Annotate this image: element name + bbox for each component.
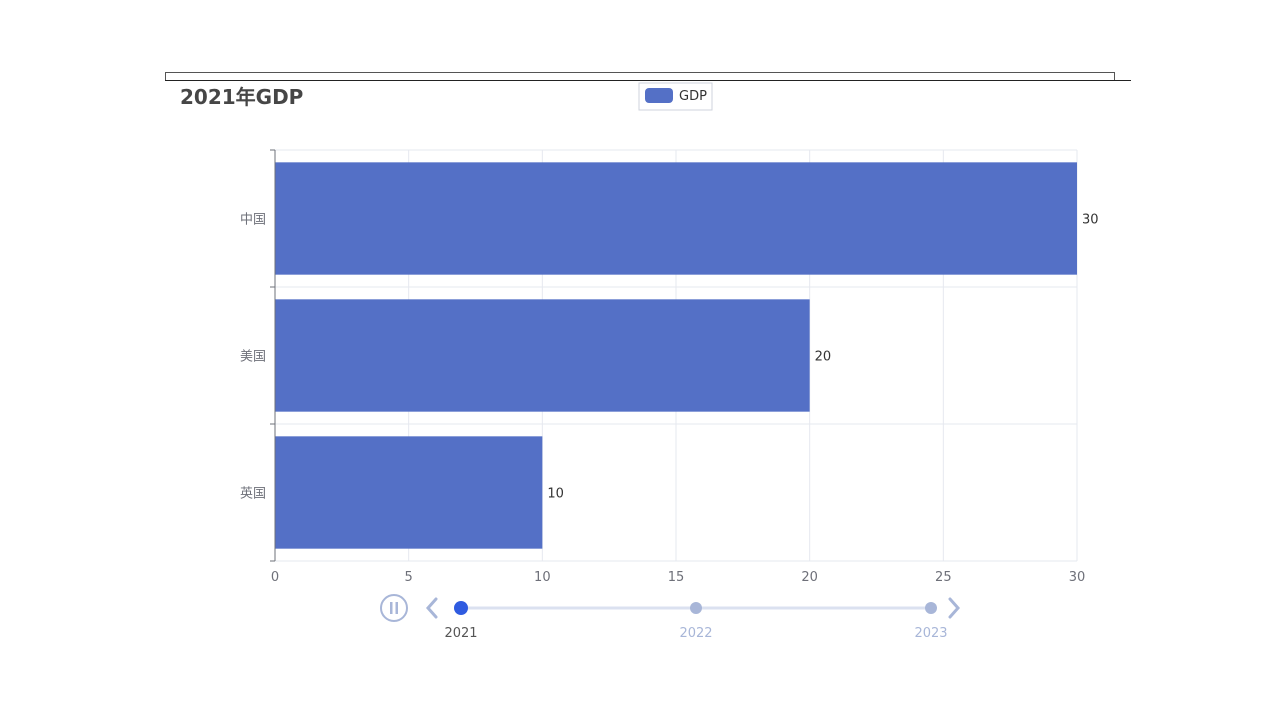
x-tick-label: 30	[1069, 570, 1086, 585]
bars	[275, 162, 1077, 549]
bar-2	[275, 436, 543, 549]
frame-top-box	[165, 72, 1115, 81]
x-tick-label: 0	[271, 570, 279, 585]
x-tick-label: 10	[534, 570, 551, 585]
timeline-label: 2023	[914, 626, 947, 641]
labels: 0 5 10 15 20 25 30 中国 30 美国 20 英国 10	[240, 213, 1099, 586]
x-tick-label: 5	[405, 570, 413, 585]
x-tick-label: 25	[935, 570, 952, 585]
data-label: 20	[815, 350, 832, 365]
category-label: 美国	[240, 350, 266, 365]
category-label: 英国	[240, 487, 266, 502]
bar-1	[275, 299, 810, 412]
chevron-left-icon[interactable]	[425, 597, 438, 619]
data-label: 30	[1082, 213, 1099, 228]
chevron-right-icon[interactable]	[948, 597, 961, 619]
chart-title: 2021年GDP	[180, 85, 303, 109]
pause-icon[interactable]	[380, 594, 408, 622]
data-label: 10	[547, 487, 564, 502]
timeline-label: 2021	[444, 626, 477, 641]
timeline-point-2021[interactable]	[454, 601, 468, 615]
legend[interactable]: GDP	[638, 82, 713, 111]
x-tick-label: 20	[801, 570, 818, 585]
frame-top-rule	[165, 80, 1131, 81]
timeline[interactable]: 2021 2022 2023	[380, 594, 961, 641]
category-label: 中国	[240, 213, 266, 228]
axes	[270, 149, 276, 562]
x-tick-label: 15	[668, 570, 685, 585]
timeline-label: 2022	[679, 626, 712, 641]
bar-0	[275, 162, 1077, 275]
legend-label: GDP	[679, 89, 707, 104]
legend-swatch[interactable]	[645, 88, 673, 103]
timeline-point-2022[interactable]	[690, 602, 702, 614]
timeline-point-2023[interactable]	[925, 602, 937, 614]
